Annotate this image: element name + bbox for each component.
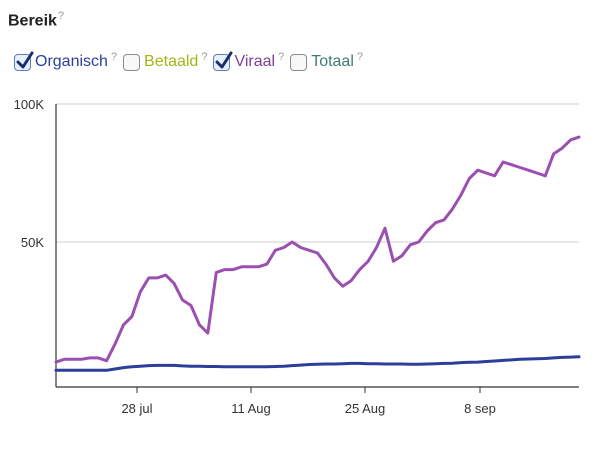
x-tick-label: 28 jul [121, 401, 152, 416]
checkmark-icon [16, 51, 34, 68]
x-tick-label: 25 Aug [345, 401, 386, 416]
section-title: Bereik? [8, 10, 64, 30]
legend-item-betaald[interactable]: Betaald ? [123, 51, 208, 71]
legend-label-viraal: Viraal [234, 53, 276, 70]
x-tick-label: 11 Aug [231, 401, 271, 416]
series-line-organisch [54, 355, 581, 372]
reach-line-chart: 100K 50K 28 jul 11 Aug 25 Aug 8 sep [14, 97, 581, 416]
legend-item-organisch[interactable]: Organisch ? [14, 51, 118, 71]
checkbox-totaal[interactable] [290, 53, 308, 71]
legend-label-betaald: Betaald [144, 53, 199, 70]
legend-item-viraal[interactable]: Viraal ? [213, 51, 285, 71]
y-tick-label: 100K [14, 97, 45, 112]
checkbox-viraal[interactable] [213, 51, 233, 71]
y-tick-label: 50K [21, 235, 44, 250]
x-tick-label: 8 sep [464, 401, 496, 416]
checkbox-betaald[interactable] [123, 53, 141, 71]
legend-label-organisch: Organisch [35, 53, 108, 70]
legend-label-totaal: Totaal [311, 53, 354, 70]
help-icon[interactable]: ? [110, 51, 118, 63]
help-icon[interactable]: ? [201, 51, 208, 63]
checkbox-organisch[interactable] [14, 51, 34, 71]
series-legend: Organisch ? Betaald ? Viraal ? Totaal ? [14, 50, 369, 74]
section-title-text: Bereik [8, 12, 57, 30]
checkmark-icon [215, 51, 233, 68]
legend-item-totaal[interactable]: Totaal ? [290, 51, 364, 71]
series-line-viraal [54, 135, 581, 364]
help-icon[interactable]: ? [278, 51, 285, 63]
help-icon[interactable]: ? [57, 10, 65, 22]
help-icon[interactable]: ? [356, 51, 364, 63]
